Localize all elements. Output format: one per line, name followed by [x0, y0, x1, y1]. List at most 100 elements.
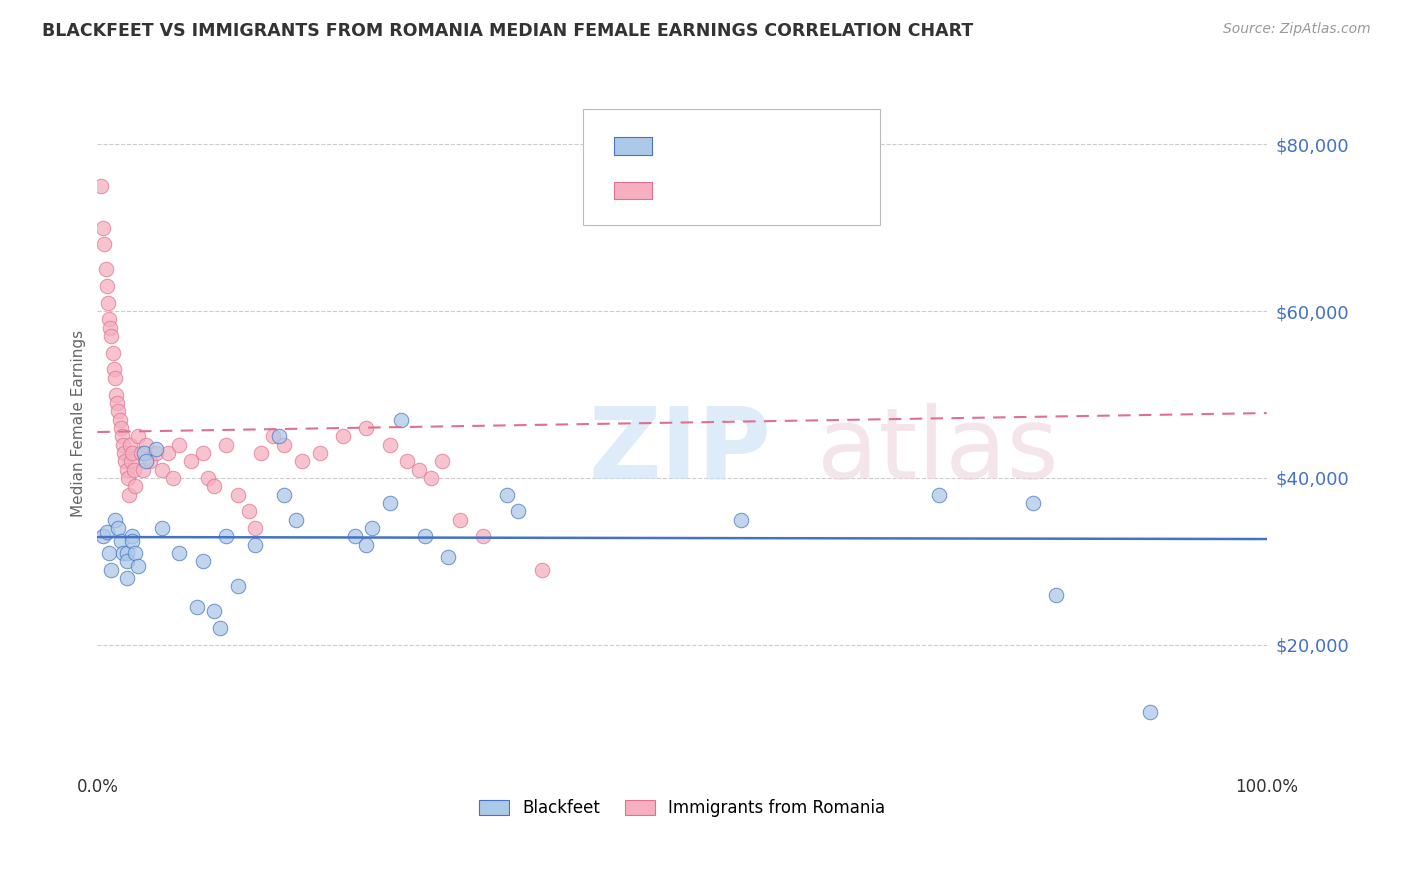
Point	[308, 446, 330, 460]
Text: -0.009: -0.009	[702, 136, 761, 155]
Text: 0.025: 0.025	[702, 182, 754, 200]
Point	[413, 529, 436, 543]
Point	[124, 546, 146, 560]
Point	[378, 496, 401, 510]
Point	[122, 462, 145, 476]
Point	[437, 550, 460, 565]
Point	[124, 479, 146, 493]
Point	[115, 571, 138, 585]
Point	[115, 462, 138, 476]
Point	[98, 312, 121, 326]
Point	[332, 429, 354, 443]
Point	[101, 346, 124, 360]
Point	[107, 521, 129, 535]
Point	[1045, 588, 1067, 602]
Point	[250, 446, 273, 460]
Point	[100, 329, 122, 343]
Text: R =: R =	[662, 182, 697, 200]
Point	[134, 446, 156, 460]
Point	[209, 621, 232, 635]
Point	[928, 488, 950, 502]
Point	[97, 295, 120, 310]
Point	[108, 412, 131, 426]
Point	[378, 437, 401, 451]
Point	[495, 488, 517, 502]
Point	[167, 437, 190, 451]
Point	[162, 471, 184, 485]
Point	[98, 320, 121, 334]
Point	[117, 471, 139, 485]
Point	[110, 421, 132, 435]
Point	[273, 437, 295, 451]
Point	[112, 446, 135, 460]
Point	[118, 488, 141, 502]
Point	[96, 525, 118, 540]
Point	[121, 446, 143, 460]
Point	[226, 579, 249, 593]
Point	[129, 446, 152, 460]
Point	[408, 462, 430, 476]
Point	[356, 421, 378, 435]
Point	[127, 429, 149, 443]
Text: Source: ZipAtlas.com: Source: ZipAtlas.com	[1223, 22, 1371, 37]
Point	[197, 471, 219, 485]
Point	[343, 529, 366, 543]
Point	[273, 488, 295, 502]
Point	[115, 554, 138, 568]
Point	[105, 387, 128, 401]
Point	[389, 412, 412, 426]
Point	[127, 558, 149, 573]
Point	[245, 538, 267, 552]
Point	[107, 404, 129, 418]
Y-axis label: Median Female Earnings: Median Female Earnings	[72, 330, 86, 517]
Point	[132, 462, 155, 476]
Point	[156, 446, 179, 460]
Point	[215, 437, 238, 451]
Point	[120, 454, 142, 468]
Point	[191, 446, 214, 460]
Point	[245, 521, 267, 535]
Point	[111, 429, 134, 443]
Point	[98, 546, 121, 560]
Point	[112, 437, 135, 451]
Text: N = 44: N = 44	[763, 136, 821, 155]
Point	[1022, 496, 1045, 510]
Point	[730, 513, 752, 527]
Point	[135, 454, 157, 468]
Point	[508, 504, 530, 518]
Point	[150, 521, 173, 535]
Point	[114, 454, 136, 468]
Point	[262, 429, 284, 443]
Point	[105, 396, 128, 410]
Point	[202, 604, 225, 618]
Point	[472, 529, 495, 543]
Point	[145, 442, 167, 456]
Point	[110, 533, 132, 548]
Point	[432, 454, 454, 468]
Point	[150, 462, 173, 476]
Point	[139, 454, 162, 468]
Text: N = 62: N = 62	[763, 182, 821, 200]
Point	[285, 513, 308, 527]
Point	[419, 471, 441, 485]
Point	[1139, 705, 1161, 719]
Point	[191, 554, 214, 568]
Point	[91, 529, 114, 543]
Point	[238, 504, 260, 518]
Point	[356, 538, 378, 552]
Point	[96, 279, 118, 293]
Text: R =: R =	[662, 136, 697, 155]
Legend: Blackfeet, Immigrants from Romania: Blackfeet, Immigrants from Romania	[472, 793, 891, 824]
Point	[112, 546, 135, 560]
Text: BLACKFEET VS IMMIGRANTS FROM ROMANIA MEDIAN FEMALE EARNINGS CORRELATION CHART: BLACKFEET VS IMMIGRANTS FROM ROMANIA MED…	[42, 22, 973, 40]
Point	[361, 521, 384, 535]
Point	[530, 563, 553, 577]
Point	[226, 488, 249, 502]
Point	[215, 529, 238, 543]
Point	[103, 362, 125, 376]
Point	[93, 237, 115, 252]
Point	[115, 546, 138, 560]
Point	[291, 454, 314, 468]
Point	[100, 563, 122, 577]
Point	[121, 533, 143, 548]
